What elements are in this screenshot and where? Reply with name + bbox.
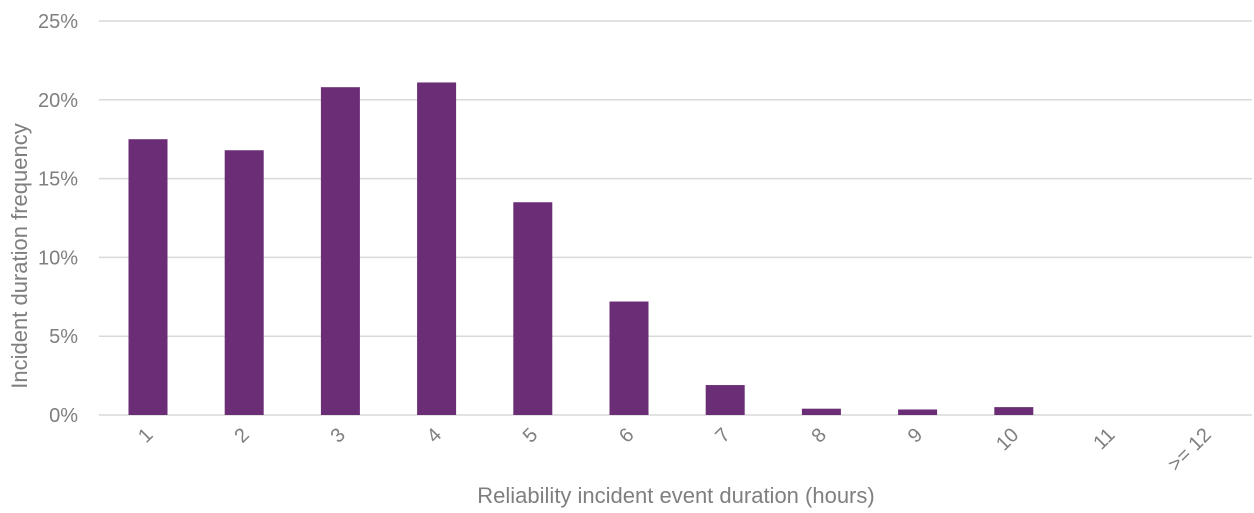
x-tick-label: 9 bbox=[904, 424, 927, 447]
x-tick-label: 1 bbox=[134, 424, 157, 447]
x-tick-label: 10 bbox=[992, 424, 1023, 455]
y-tick-label: 0% bbox=[49, 405, 78, 427]
bars bbox=[128, 82, 1034, 416]
x-tick-label: 7 bbox=[711, 424, 734, 447]
bar bbox=[801, 408, 841, 415]
x-tick-label: 8 bbox=[808, 424, 831, 447]
x-tick-label: 11 bbox=[1089, 424, 1119, 454]
y-axis-ticks: 0% 5% 10% 15% 20% 25% bbox=[38, 11, 78, 427]
y-axis-title: Incident duration frequency bbox=[7, 123, 32, 388]
x-axis-title: Reliability incident event duration (hou… bbox=[477, 483, 874, 508]
y-tick-label: 15% bbox=[38, 169, 78, 191]
bar bbox=[705, 385, 745, 415]
bar bbox=[128, 139, 168, 415]
x-axis-ticks: 1 2 3 4 5 6 7 8 9 10 11 >= 12 bbox=[134, 424, 1216, 476]
gridlines bbox=[99, 20, 1252, 416]
x-tick-label: >= 12 bbox=[1164, 424, 1216, 476]
x-tick-label: 4 bbox=[423, 424, 446, 447]
bar bbox=[994, 407, 1034, 415]
bar bbox=[320, 87, 360, 415]
bar bbox=[417, 82, 457, 416]
x-tick-label: 2 bbox=[230, 424, 253, 447]
y-tick-label: 25% bbox=[38, 11, 78, 33]
bar bbox=[513, 202, 553, 415]
bar bbox=[898, 409, 938, 415]
bar bbox=[609, 301, 649, 415]
x-tick-label: 3 bbox=[327, 424, 350, 447]
x-tick-label: 6 bbox=[615, 424, 638, 447]
x-tick-label: 5 bbox=[519, 424, 542, 447]
y-tick-label: 5% bbox=[49, 326, 78, 348]
y-tick-label: 20% bbox=[38, 90, 78, 112]
y-tick-label: 10% bbox=[38, 247, 78, 269]
bar bbox=[224, 150, 264, 415]
